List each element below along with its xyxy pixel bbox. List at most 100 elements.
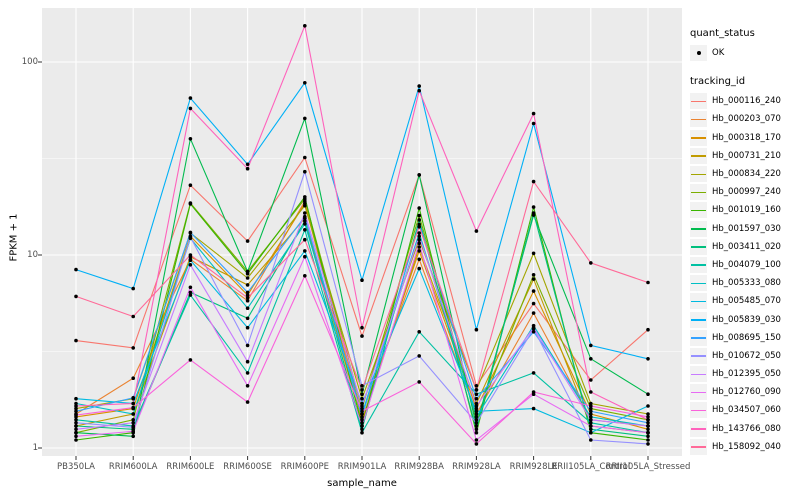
legend-item-tracking: Hb_010672_050 (690, 347, 800, 365)
data-point (303, 24, 307, 28)
data-point (188, 96, 193, 100)
data-point (417, 249, 422, 253)
legend-title-tracking-id: tracking_id (690, 76, 746, 88)
data-point (74, 427, 78, 432)
x-tick-label: RRIM600LA (108, 462, 158, 472)
data-point (360, 415, 364, 419)
data-point (188, 106, 193, 111)
data-point (589, 438, 593, 442)
legend-item-tracking: Hb_003411_020 (690, 238, 800, 256)
data-point (188, 290, 193, 295)
data-point (245, 283, 250, 287)
x-tick-label: RRIM928LA (452, 462, 501, 472)
legend-item-tracking: Hb_005839_030 (690, 310, 800, 328)
data-point (589, 415, 593, 419)
data-point (188, 235, 193, 239)
data-point (74, 418, 78, 422)
data-point (131, 396, 135, 400)
data-point (303, 222, 307, 226)
data-point (131, 434, 135, 439)
data-point (303, 155, 307, 160)
data-point (303, 169, 307, 174)
legend-item-tracking: Hb_001597_030 (690, 220, 800, 238)
legend-item-label: Hb_001597_030 (712, 223, 781, 234)
data-point (474, 442, 479, 446)
data-point (531, 111, 536, 116)
x-tick-label: RRIM901LA (337, 462, 387, 472)
data-point (188, 263, 193, 267)
legend-item-label: Hb_000318_170 (712, 132, 781, 143)
y-tick-label: 10 (27, 249, 38, 260)
line-key-icon (690, 256, 707, 273)
data-point (531, 325, 536, 330)
data-point (417, 84, 422, 88)
legend-item-tracking: Hb_012760_090 (690, 383, 800, 401)
legend-quant-status: quant_status OK (690, 28, 800, 62)
data-point (417, 225, 422, 229)
data-point (646, 438, 650, 442)
data-point (303, 116, 307, 121)
legend-item-tracking: Hb_005485_070 (690, 292, 800, 310)
data-point (417, 266, 422, 271)
data-point (417, 218, 422, 222)
data-point (188, 202, 193, 206)
data-point (646, 424, 650, 428)
legend-item-label: Hb_000731_210 (712, 150, 781, 161)
data-point (474, 406, 479, 411)
data-point (531, 277, 536, 281)
data-point (474, 424, 479, 428)
line-key-icon (690, 275, 707, 292)
data-point (531, 251, 536, 256)
data-point (474, 327, 479, 332)
legend-item-label: Hb_012760_090 (712, 387, 781, 398)
data-point (646, 415, 650, 419)
legend-item-tracking: Hb_000116_240 (690, 92, 800, 110)
data-point (188, 137, 193, 141)
data-point (417, 380, 422, 384)
data-point (474, 388, 479, 392)
data-point (589, 421, 593, 425)
data-point (360, 384, 364, 388)
data-point (303, 254, 307, 259)
legend-item-tracking: Hb_000834_220 (690, 165, 800, 183)
data-point (531, 273, 536, 277)
data-point (417, 213, 422, 218)
legend-item-tracking: Hb_005333_080 (690, 274, 800, 292)
data-point (531, 211, 536, 215)
data-point (188, 285, 193, 290)
data-point (646, 418, 650, 422)
data-point (589, 406, 593, 411)
legend-tracking-id: tracking_id Hb_000116_240 Hb_000203_070 Hb… (690, 76, 800, 456)
data-point (74, 396, 78, 401)
data-point (360, 325, 364, 330)
data-point (589, 378, 593, 382)
data-point (188, 358, 193, 362)
legend-item-label: Hb_005839_030 (712, 314, 781, 325)
data-point (74, 434, 78, 439)
line-key-icon (690, 329, 707, 346)
data-point (74, 267, 78, 272)
data-point (74, 404, 78, 408)
data-point (531, 390, 536, 394)
legend-item-label: Hb_004079_100 (712, 259, 781, 270)
data-point (474, 404, 479, 408)
data-point (303, 195, 307, 199)
legend-item-tracking: Hb_143766_080 (690, 420, 800, 438)
data-point (131, 421, 135, 425)
data-point (646, 357, 650, 361)
data-point (531, 179, 536, 184)
data-point (417, 206, 422, 210)
data-point (245, 296, 250, 300)
legend-item-tracking: Hb_012395_050 (690, 365, 800, 383)
line-key-icon (690, 347, 707, 364)
data-point (131, 286, 135, 291)
legend-item-tracking: Hb_000318_170 (690, 129, 800, 147)
data-point (531, 406, 536, 411)
data-point (589, 424, 593, 428)
data-point (646, 404, 650, 408)
data-point (417, 245, 422, 249)
legend-item-tracking: Hb_034507_060 (690, 401, 800, 419)
data-point (474, 421, 479, 425)
legend-item-label: Hb_005485_070 (712, 296, 781, 307)
data-point (589, 390, 593, 394)
